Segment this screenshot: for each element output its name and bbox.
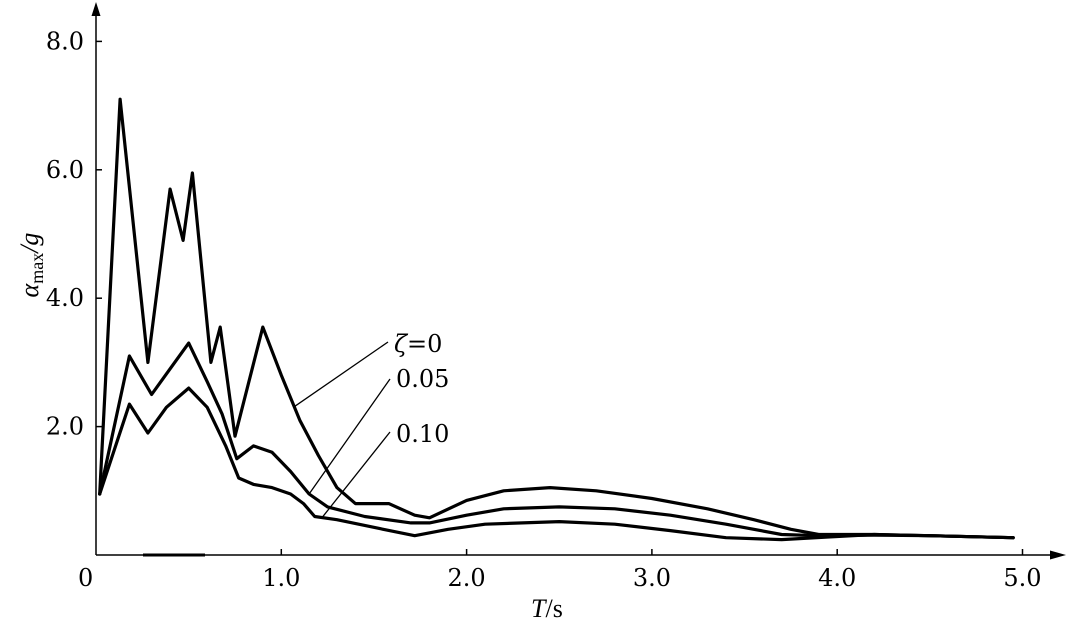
- curve-zeta-0-10: [98, 386, 1015, 542]
- x-tick-label: 5.0: [1003, 564, 1041, 592]
- series-label-zeta-0-10: 0.10: [396, 420, 449, 448]
- curve-zeta-0: [98, 97, 1015, 540]
- x-axis-arrow: [1050, 550, 1066, 560]
- x-axis-label-unit: /s: [545, 594, 562, 623]
- label-leaders: [293, 341, 391, 518]
- x-tick-label: 1.0: [262, 564, 300, 592]
- x-tick-label: 2.0: [448, 564, 486, 592]
- y-tick-label: 2.0: [46, 413, 84, 441]
- y-axis-label-suffix: /g: [15, 233, 44, 255]
- series-label-zeta-0-05: 0.05: [396, 365, 449, 393]
- x-tick-label: 4.0: [818, 564, 856, 592]
- leader-zeta-0-10: [321, 431, 391, 518]
- leader-zeta-0-05: [308, 378, 391, 495]
- y-axis-label-symbol: α: [15, 282, 44, 297]
- y-tick-label: 4.0: [46, 284, 84, 312]
- y-tick-label: 8.0: [46, 27, 84, 55]
- axes: [91, 2, 1066, 560]
- origin-label: 0: [78, 564, 93, 592]
- y-axis-arrow: [91, 2, 101, 16]
- labels: 0 T/s αmax/g ζ=0 0.05 0.10: [15, 233, 563, 623]
- curves: [98, 97, 1015, 542]
- series-label-zeta-0: ζ=0: [394, 330, 442, 358]
- x-axis-label: T/s: [531, 594, 563, 623]
- curve-zeta-0-05: [98, 341, 1015, 540]
- y-tick-label: 6.0: [46, 156, 84, 184]
- ticks: 1.0 2.0 3.0 4.0 5.0 2.0 4.0 6.0 8.0: [46, 27, 1042, 592]
- leader-zeta-0: [293, 341, 389, 408]
- y-axis-label: αmax/g: [15, 233, 47, 298]
- y-axis-label-subscript: max: [27, 253, 47, 284]
- x-axis-label-main: T: [531, 594, 547, 623]
- x-tick-label: 3.0: [633, 564, 671, 592]
